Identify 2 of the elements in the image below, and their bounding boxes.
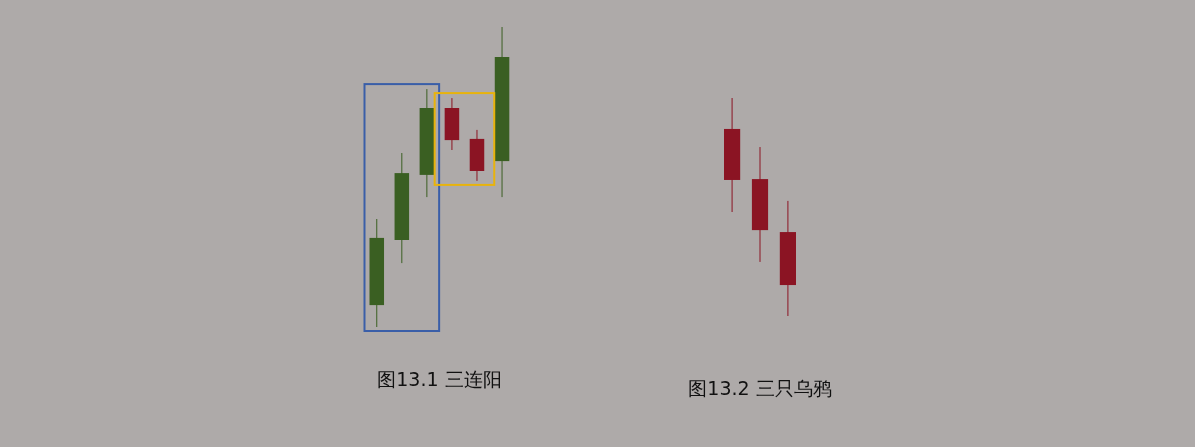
text: 图13.2 三只乌鸦	[688, 377, 832, 399]
text: 图13.1 三连阳	[377, 368, 502, 390]
